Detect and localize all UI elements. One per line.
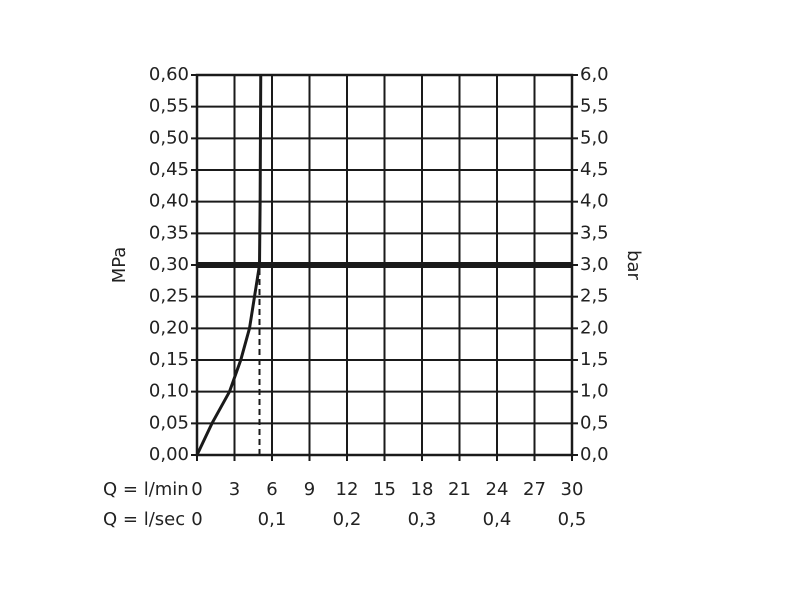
x-tick-label: 27 [523,479,546,500]
y-tick-label: 0,35 [149,222,189,243]
y-axis-label: MPa [109,247,130,284]
y-tick-label: 0,50 [149,127,189,148]
x-tick-label: 3 [229,479,240,500]
y-tick-label: 0,05 [149,412,189,433]
y2-tick-label: 1,0 [580,381,609,402]
x2-axis-label: Q = l/sec [103,509,185,530]
y-tick-label: 0,25 [149,286,189,307]
x2-tick-label: 0,5 [558,509,587,530]
y-tick-label: 0,30 [149,254,189,275]
curve [195,74,263,456]
x2-tick-label: 0,3 [408,509,437,530]
y-tick-label: 0,00 [149,444,189,465]
y2-tick-label: 2,0 [580,317,609,338]
y-tick-label: 0,10 [149,381,189,402]
x-tick-label: 21 [448,479,471,500]
y2-tick-label: 5,5 [580,96,609,117]
x2-tick-label: 0 [191,509,202,530]
x-axis-label: Q = l/min [103,479,189,500]
y2-tick-label: 4,5 [580,159,609,180]
x-tick-label: 30 [561,479,584,500]
y-tick-label: 0,40 [149,191,189,212]
y2-tick-label: 0,0 [580,444,609,465]
x-tick-label: 9 [304,479,315,500]
x-tick-label: 15 [373,479,396,500]
y-tick-label: 0,60 [149,64,189,85]
x-tick-label: 18 [411,479,434,500]
y-tick-label: 0,20 [149,317,189,338]
y2-tick-label: 4,0 [580,191,609,212]
x-tick-label: 0 [191,479,202,500]
x-tick-label: 12 [336,479,359,500]
y2-tick-label: 0,5 [580,412,609,433]
y2-tick-label: 3,5 [580,222,609,243]
y2-tick-label: 6,0 [580,64,609,85]
x-tick-label: 6 [266,479,277,500]
x2-tick-label: 0,4 [483,509,512,530]
y-tick-label: 0,55 [149,96,189,117]
x2-tick-label: 0,1 [258,509,287,530]
y2-tick-label: 2,5 [580,286,609,307]
y-tick-label: 0,45 [149,159,189,180]
y2-tick-label: 5,0 [580,127,609,148]
y-tick-label: 0,15 [149,349,189,370]
x-tick-label: 24 [486,479,509,500]
y2-tick-label: 3,0 [580,254,609,275]
y2-axis-label: bar [623,250,644,280]
x2-tick-label: 0,2 [333,509,362,530]
y2-tick-label: 1,5 [580,349,609,370]
